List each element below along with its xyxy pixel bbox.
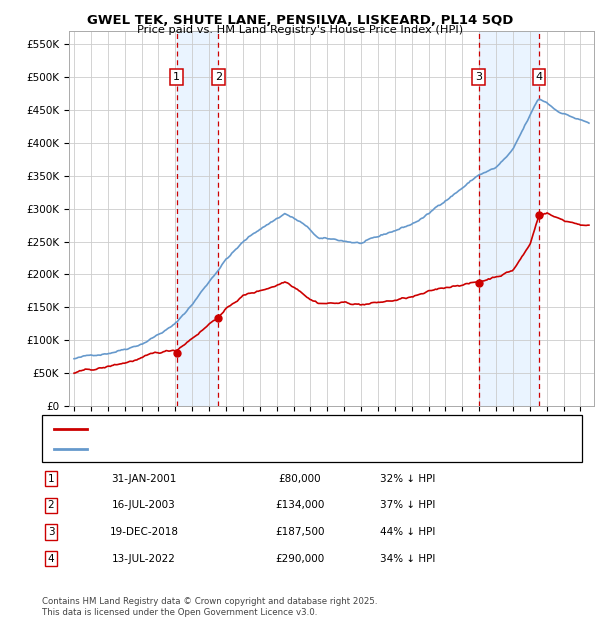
Text: 2: 2 [47,500,55,510]
Text: 1: 1 [47,474,55,484]
Bar [177,31,218,406]
Text: 2: 2 [215,72,222,82]
Text: GWEL TEK, SHUTE LANE, PENSILVA, LISKEARD, PL14 5QD (detached house): GWEL TEK, SHUTE LANE, PENSILVA, LISKEARD… [93,424,461,435]
Text: Contains HM Land Registry data © Crown copyright and database right 2025.
This d: Contains HM Land Registry data © Crown c… [42,598,377,617]
Text: £134,000: £134,000 [275,500,325,510]
Bar [479,31,539,406]
Text: 44% ↓ HPI: 44% ↓ HPI [380,527,436,537]
Text: 3: 3 [475,72,482,82]
Text: Price paid vs. HM Land Registry's House Price Index (HPI): Price paid vs. HM Land Registry's House … [137,25,463,35]
Text: HPI: Average price, detached house, Cornwall: HPI: Average price, detached house, Corn… [93,444,316,454]
Text: £187,500: £187,500 [275,527,325,537]
Text: 32% ↓ HPI: 32% ↓ HPI [380,474,436,484]
Text: 19-DEC-2018: 19-DEC-2018 [110,527,179,537]
Text: 13-JUL-2022: 13-JUL-2022 [112,554,176,564]
Text: 16-JUL-2003: 16-JUL-2003 [112,500,176,510]
Text: 4: 4 [47,554,55,564]
Text: GWEL TEK, SHUTE LANE, PENSILVA, LISKEARD, PL14 5QD: GWEL TEK, SHUTE LANE, PENSILVA, LISKEARD… [87,14,513,27]
Text: 31-JAN-2001: 31-JAN-2001 [112,474,176,484]
Text: 1: 1 [173,72,180,82]
Text: 3: 3 [47,527,55,537]
Text: £80,000: £80,000 [278,474,322,484]
Text: 34% ↓ HPI: 34% ↓ HPI [380,554,436,564]
Text: 37% ↓ HPI: 37% ↓ HPI [380,500,436,510]
Text: £290,000: £290,000 [275,554,325,564]
Text: 4: 4 [535,72,542,82]
